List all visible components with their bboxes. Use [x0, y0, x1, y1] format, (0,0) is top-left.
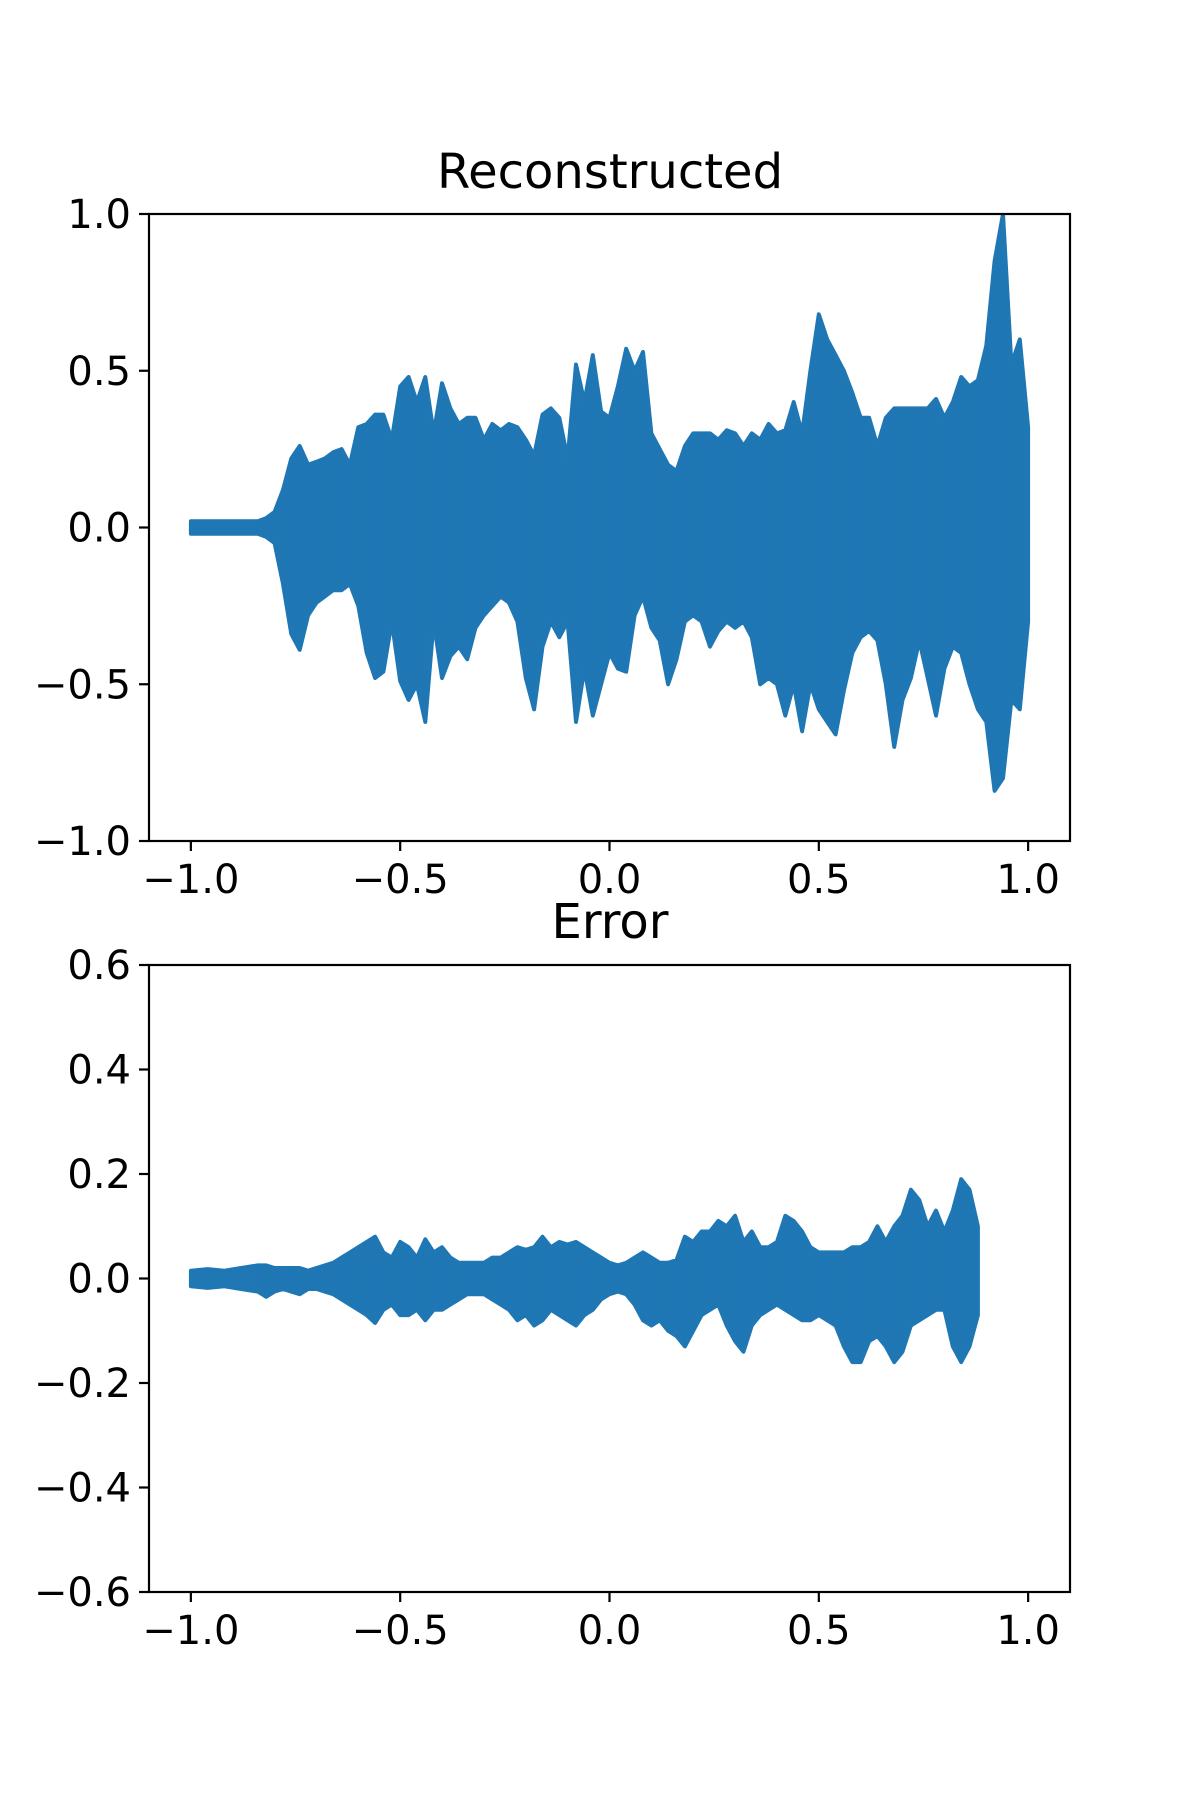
y-tick-label: 1.0: [67, 192, 131, 238]
y-axis-reconstructed: −1.0 −0.5 0.0 0.5 1.0: [34, 192, 149, 865]
y-tick-label: −0.5: [34, 662, 131, 708]
y-tick-label: −0.2: [34, 1361, 131, 1407]
x-tick-label: −1.0: [142, 1608, 239, 1654]
chart-title-reconstructed: Reconstructed: [437, 144, 783, 200]
chart-reconstructed: Reconstructed −1.0 −0.5 0.0 0.5 1.0 −1.0 −0.5…: [34, 144, 1072, 903]
plot-area-reconstructed: [188, 214, 1031, 793]
y-tick-label: 0.5: [67, 349, 131, 395]
y-tick-label: −0.4: [34, 1466, 131, 1512]
x-tick-label: −0.5: [352, 1608, 449, 1654]
y-tick-label: 0.0: [67, 506, 131, 552]
y-axis-error: −0.6 −0.4 −0.2 0.0 0.2 0.4 0.6: [34, 943, 149, 1616]
x-tick-label: 1.0: [996, 1608, 1060, 1654]
x-tick-label: −1.0: [142, 857, 239, 903]
chart-title-error: Error: [552, 894, 669, 950]
y-tick-label: 0.2: [67, 1152, 131, 1198]
plot-area-error: [188, 1177, 980, 1365]
x-tick-label: 1.0: [996, 857, 1060, 903]
y-tick-label: 0.0: [67, 1257, 131, 1303]
x-tick-label: −0.5: [352, 857, 449, 903]
x-tick-label: 0.5: [787, 857, 851, 903]
x-tick-label: 0.5: [787, 1608, 851, 1654]
y-tick-label: −1.0: [34, 819, 131, 865]
x-axis-error: −1.0 −0.5 0.0 0.5 1.0: [142, 1592, 1060, 1654]
x-tick-label: 0.0: [578, 1608, 642, 1654]
chart-error: Error −1.0 −0.5 0.0 0.5 1.0 −0.6 −0.4 −0.2 0.0 0…: [34, 894, 1072, 1654]
x-axis-reconstructed: −1.0 −0.5 0.0 0.5 1.0: [142, 841, 1060, 903]
x-tick-label: 0.0: [578, 857, 642, 903]
y-tick-label: −0.6: [34, 1570, 131, 1616]
y-tick-label: 0.6: [67, 943, 131, 989]
y-tick-label: 0.4: [67, 1048, 131, 1094]
